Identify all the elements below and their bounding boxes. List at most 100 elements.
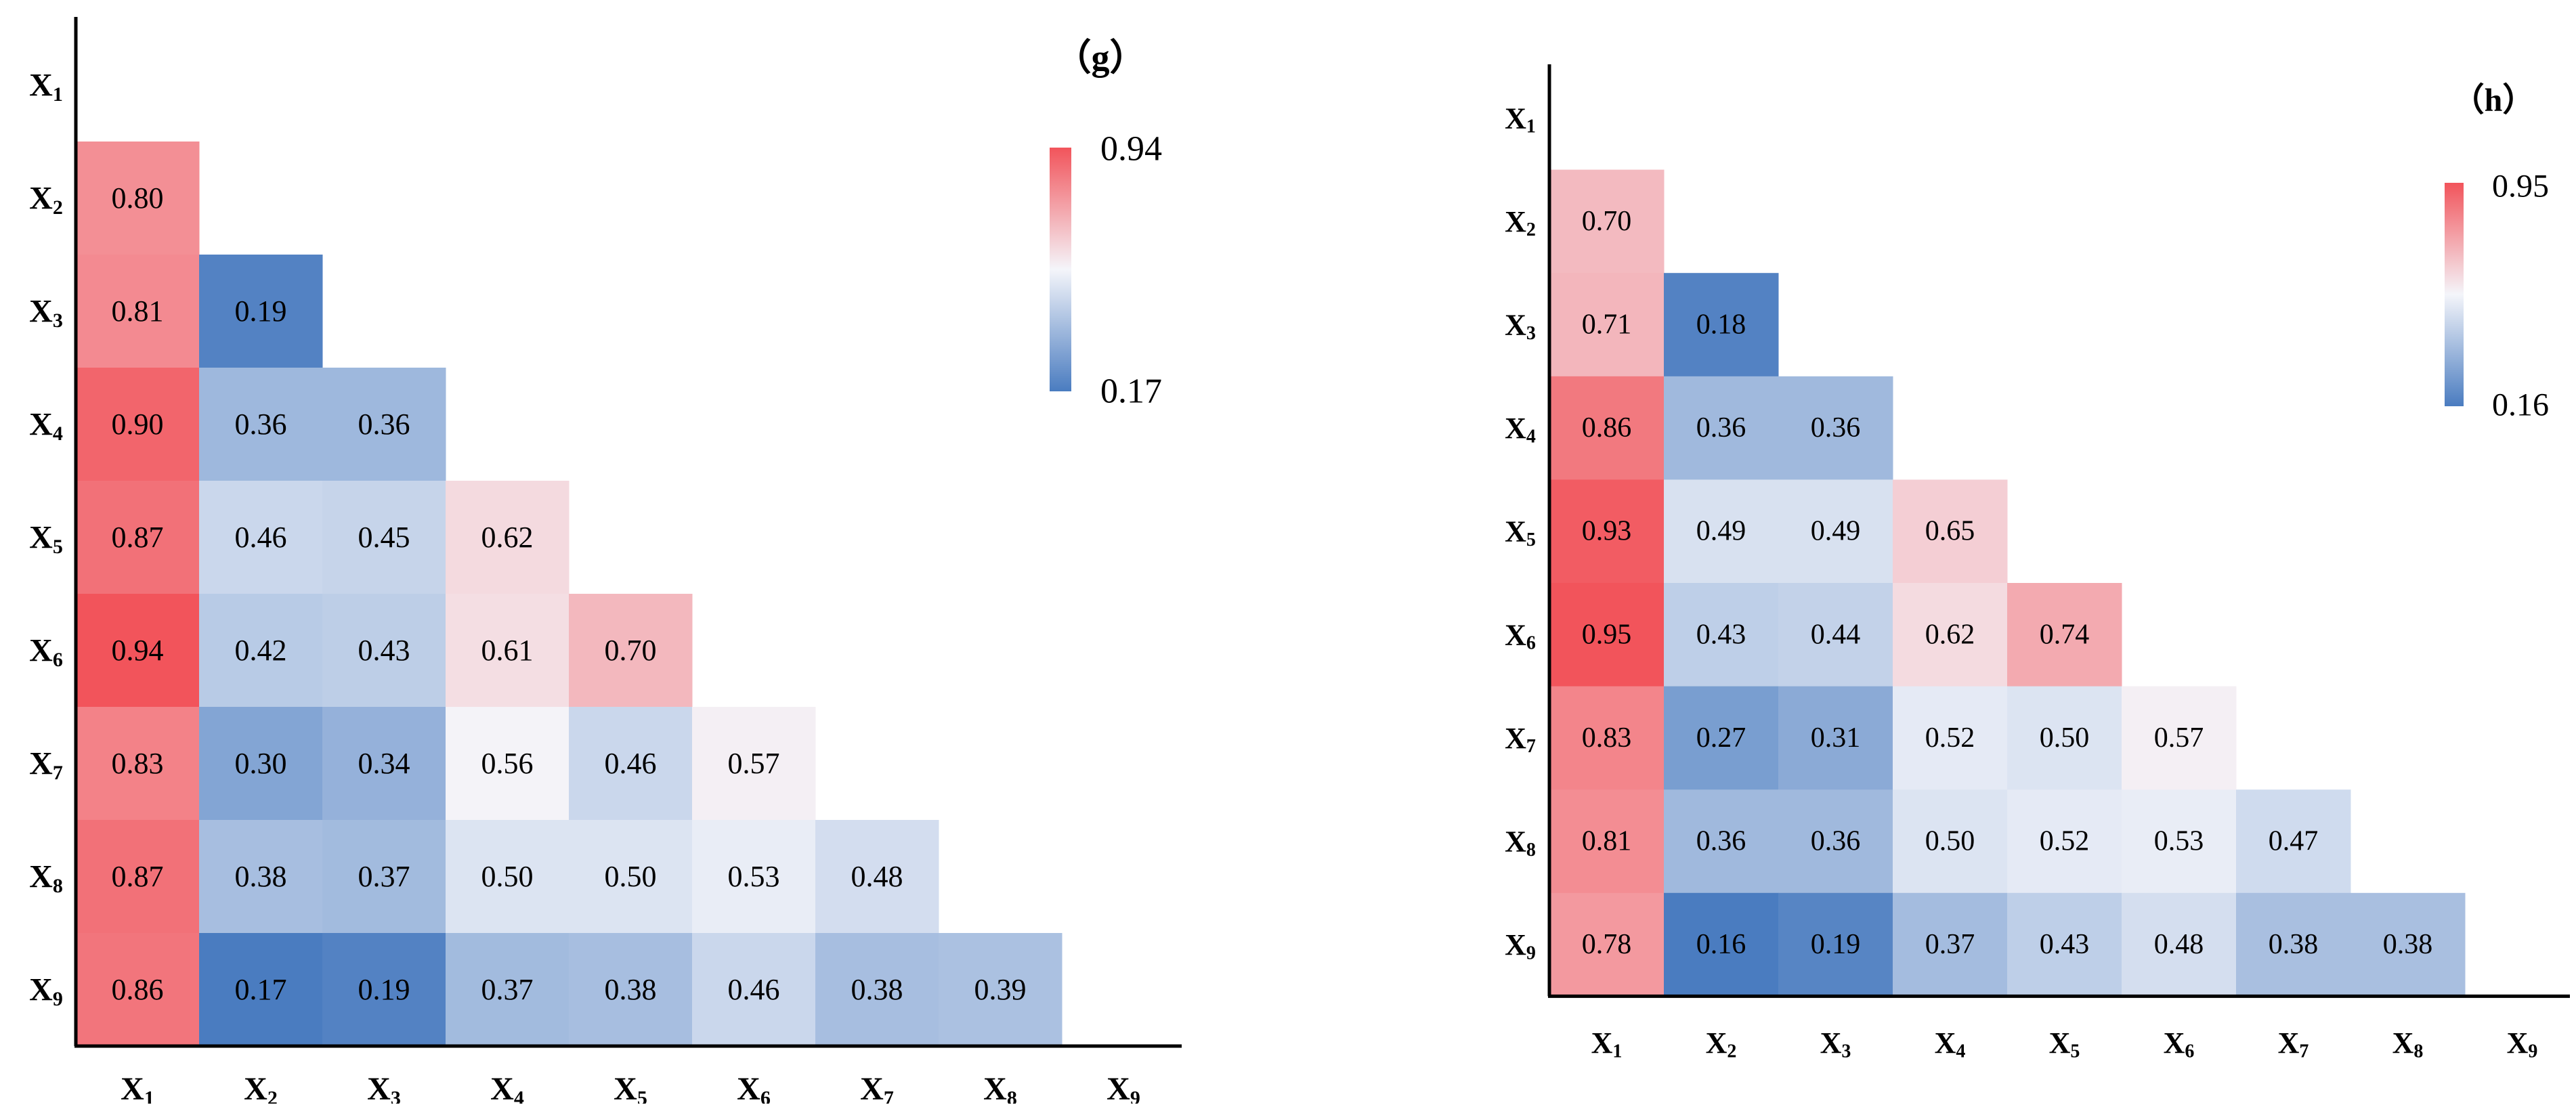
x-tick-label: X2	[1706, 1026, 1737, 1062]
y-tick-label: X2	[29, 180, 63, 218]
y-tick-label: X3	[1505, 308, 1536, 343]
heatmap-cell	[692, 820, 816, 934]
cell-value-label: 0.50	[481, 860, 534, 893]
cell-value-label: 0.27	[1696, 722, 1746, 754]
y-tick-label: X1	[29, 67, 63, 105]
heatmap-cell	[2122, 686, 2237, 790]
x-tick-label: X2	[244, 1071, 278, 1104]
cell-value-label: 0.78	[1582, 929, 1632, 960]
heatmap-cell	[1549, 169, 1665, 274]
cell-value-label: 0.93	[1582, 516, 1632, 547]
x-tick-label: X3	[367, 1071, 401, 1104]
heatmap-cell	[446, 820, 570, 934]
heatmap-panel-h: 0.70 0.71 0.18 0.86 0.36 0.36 0.93 0.49 0.49 0.65…	[1505, 64, 2570, 1062]
heatmap-cell	[76, 820, 200, 934]
y-tick-label: X1	[1505, 102, 1536, 137]
heatmap-cell	[1549, 789, 1665, 894]
cell-value-label: 0.70	[1582, 206, 1632, 237]
heatmap-cell	[2122, 892, 2237, 997]
x-tick-label: X7	[2278, 1026, 2309, 1062]
heatmap-cell	[1778, 583, 1893, 687]
heatmap-cell	[692, 707, 816, 821]
x-tick-label: X4	[1935, 1026, 1966, 1062]
x-tick-label: X3	[1820, 1026, 1851, 1062]
cell-value-label: 0.47	[2269, 826, 2319, 857]
cell-value-label: 0.90	[112, 408, 164, 441]
cell-value-label: 0.81	[112, 295, 164, 328]
heatmap-cell	[815, 933, 939, 1047]
x-tick-label: X1	[1591, 1026, 1623, 1062]
heatmap-cell	[1778, 892, 1893, 997]
y-tick-label: X9	[1505, 928, 1536, 963]
x-tick-label: X4	[490, 1071, 524, 1104]
heatmap-cell	[2236, 789, 2351, 894]
cell-value-label: 0.31	[1811, 722, 1861, 754]
heatmap-cell	[2236, 892, 2351, 997]
heatmap-cell	[569, 820, 693, 934]
heatmap-cell	[1893, 686, 2008, 790]
heatmap-cell	[199, 368, 323, 481]
heatmap-cell	[1893, 583, 2008, 687]
cell-value-label: 0.50	[1925, 826, 1975, 857]
cell-value-label: 0.36	[235, 408, 287, 441]
cell-value-label: 0.39	[974, 973, 1027, 1006]
cell-value-label: 0.71	[1582, 309, 1632, 341]
y-tick-label: X6	[29, 632, 63, 670]
colorbar-min-label: 0.16	[2492, 387, 2549, 423]
heatmap-cell	[1664, 273, 1779, 377]
colorbar	[2445, 183, 2464, 406]
heatmap-cell	[199, 707, 323, 821]
cell-value-label: 0.62	[1925, 619, 1975, 650]
heatmap-cell	[939, 933, 1062, 1047]
y-tick-label: X7	[1505, 721, 1536, 756]
cell-value-label: 0.36	[1811, 826, 1861, 857]
cell-value-label: 0.83	[112, 747, 164, 780]
cell-value-label: 0.45	[358, 521, 410, 554]
cell-value-label: 0.57	[728, 747, 780, 780]
cell-value-label: 0.37	[1925, 929, 1975, 960]
heatmap-cell	[76, 707, 200, 821]
cell-value-label: 0.38	[2269, 929, 2319, 960]
y-tick-label: X3	[29, 293, 63, 331]
y-tick-label: X2	[1505, 204, 1536, 240]
cell-value-label: 0.16	[1696, 929, 1746, 960]
cell-value-label: 0.81	[1582, 826, 1632, 857]
y-tick-label: X5	[1505, 515, 1536, 550]
heatmap-cell	[199, 933, 323, 1047]
heatmap-cell	[569, 933, 693, 1047]
heatmap-cell	[1664, 789, 1779, 894]
heatmap-panel-g: 0.80 0.81 0.19 0.90 0.36 0.36 0.87 0.46 0.45 0.62…	[29, 17, 1182, 1107]
heatmap-cell	[1664, 479, 1779, 584]
y-tick-label: X4	[1505, 412, 1536, 447]
panel-label: （g）	[1055, 37, 1146, 78]
cell-value-label: 0.86	[112, 973, 164, 1006]
heatmap-cell	[322, 594, 446, 708]
cell-value-label: 0.87	[112, 521, 164, 554]
heatmap-cell	[446, 594, 570, 708]
heatmap-cell	[76, 933, 200, 1047]
heatmap-cell	[1664, 376, 1779, 480]
heatmap-cell	[322, 481, 446, 594]
cell-value-label: 0.80	[112, 181, 164, 215]
cell-value-label: 0.61	[481, 634, 534, 667]
heatmap-cell	[199, 594, 323, 708]
heatmap-cell	[199, 820, 323, 934]
heatmap-cell	[76, 255, 200, 368]
cell-value-label: 0.38	[2383, 929, 2433, 960]
y-tick-label: X4	[29, 406, 63, 444]
heatmap-cell	[1893, 789, 2008, 894]
cell-value-label: 0.52	[2040, 826, 2090, 857]
cell-value-label: 0.46	[235, 521, 287, 554]
heatmap-cell	[322, 707, 446, 821]
heatmap-cell	[1549, 686, 1665, 790]
cell-value-label: 0.74	[2040, 619, 2090, 650]
cell-value-label: 0.34	[358, 747, 410, 780]
heatmap-cell	[1664, 892, 1779, 997]
heatmap-cell	[446, 707, 570, 821]
x-tick-label: X5	[614, 1071, 647, 1104]
heatmap-cell	[76, 594, 200, 708]
y-tick-label: X9	[29, 972, 63, 1010]
heatmap-cell	[1549, 479, 1665, 584]
cell-value-label: 0.43	[358, 634, 410, 667]
